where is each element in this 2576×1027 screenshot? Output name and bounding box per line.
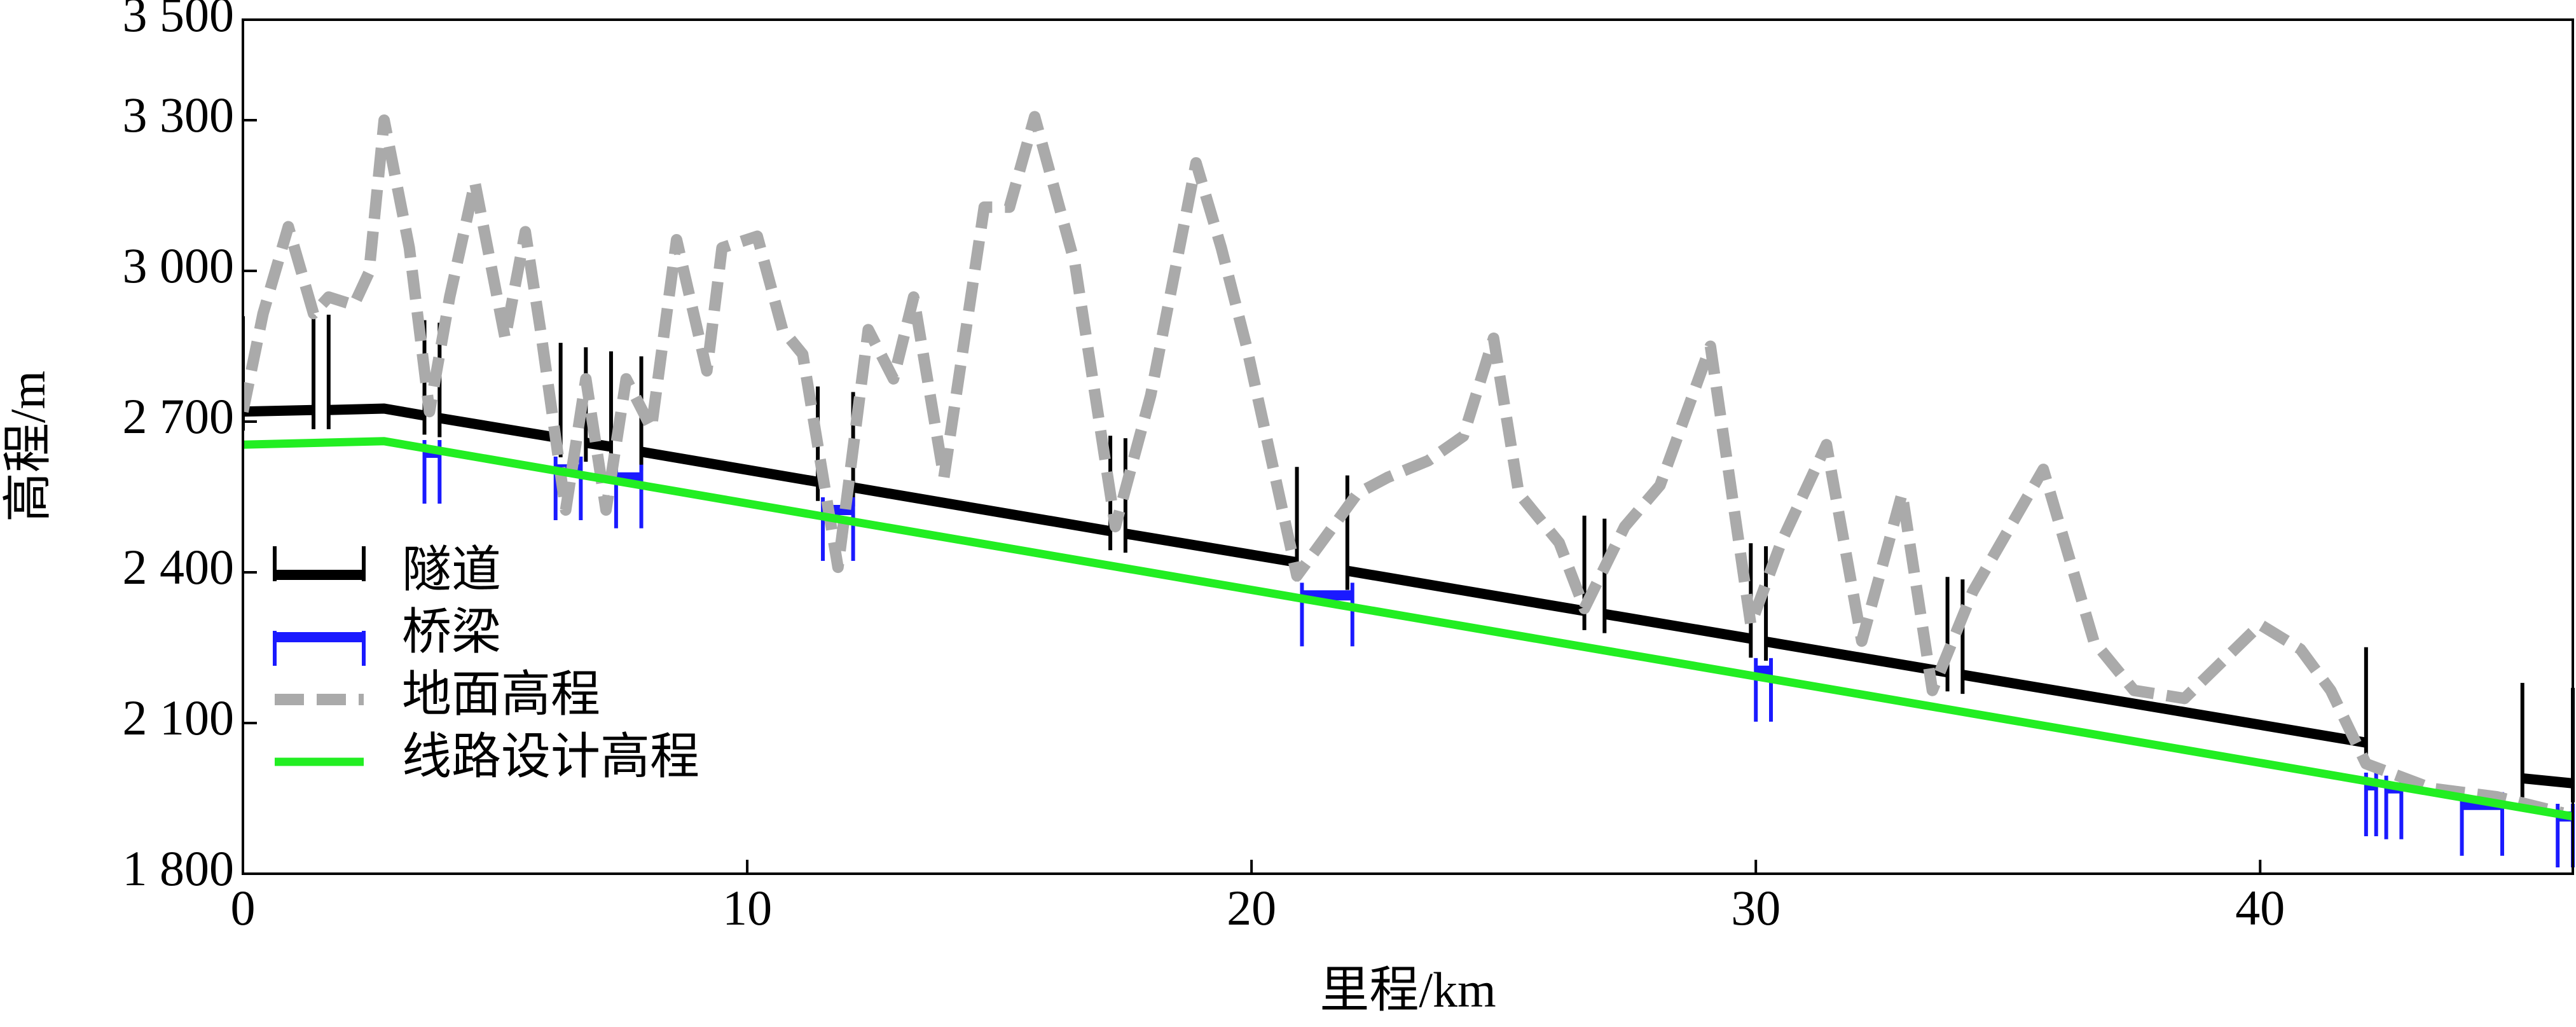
y-tick-label: 3 500 — [123, 0, 235, 42]
y-axis-label: 高程/m — [0, 371, 55, 522]
x-tick-label: 40 — [2235, 880, 2285, 935]
x-axis-label: 里程/km — [1319, 962, 1496, 1017]
y-tick-label: 3 300 — [123, 87, 235, 142]
x-tick-label: 10 — [722, 880, 772, 935]
legend-label: 地面高程 — [402, 666, 600, 722]
legend-label: 隧道 — [402, 542, 501, 597]
series-line — [243, 403, 2573, 789]
legend-label: 线路设计高程 — [402, 729, 699, 784]
y-tick-label: 2 400 — [123, 539, 235, 595]
series-line — [243, 437, 2574, 821]
y-tick-label: 2 700 — [123, 389, 235, 444]
x-tick-label: 30 — [1731, 880, 1780, 935]
x-tick-label: 20 — [1227, 880, 1276, 935]
series-line — [243, 111, 2565, 819]
y-tick-label: 1 800 — [123, 841, 235, 896]
y-tick-label: 3 000 — [123, 238, 235, 293]
x-tick-label: 0 — [231, 880, 256, 935]
plot-lines — [243, 111, 2575, 867]
plot-frame — [242, 18, 2574, 875]
y-tick-label: 2 100 — [123, 690, 235, 745]
legend-label: 桥梁 — [402, 604, 501, 659]
